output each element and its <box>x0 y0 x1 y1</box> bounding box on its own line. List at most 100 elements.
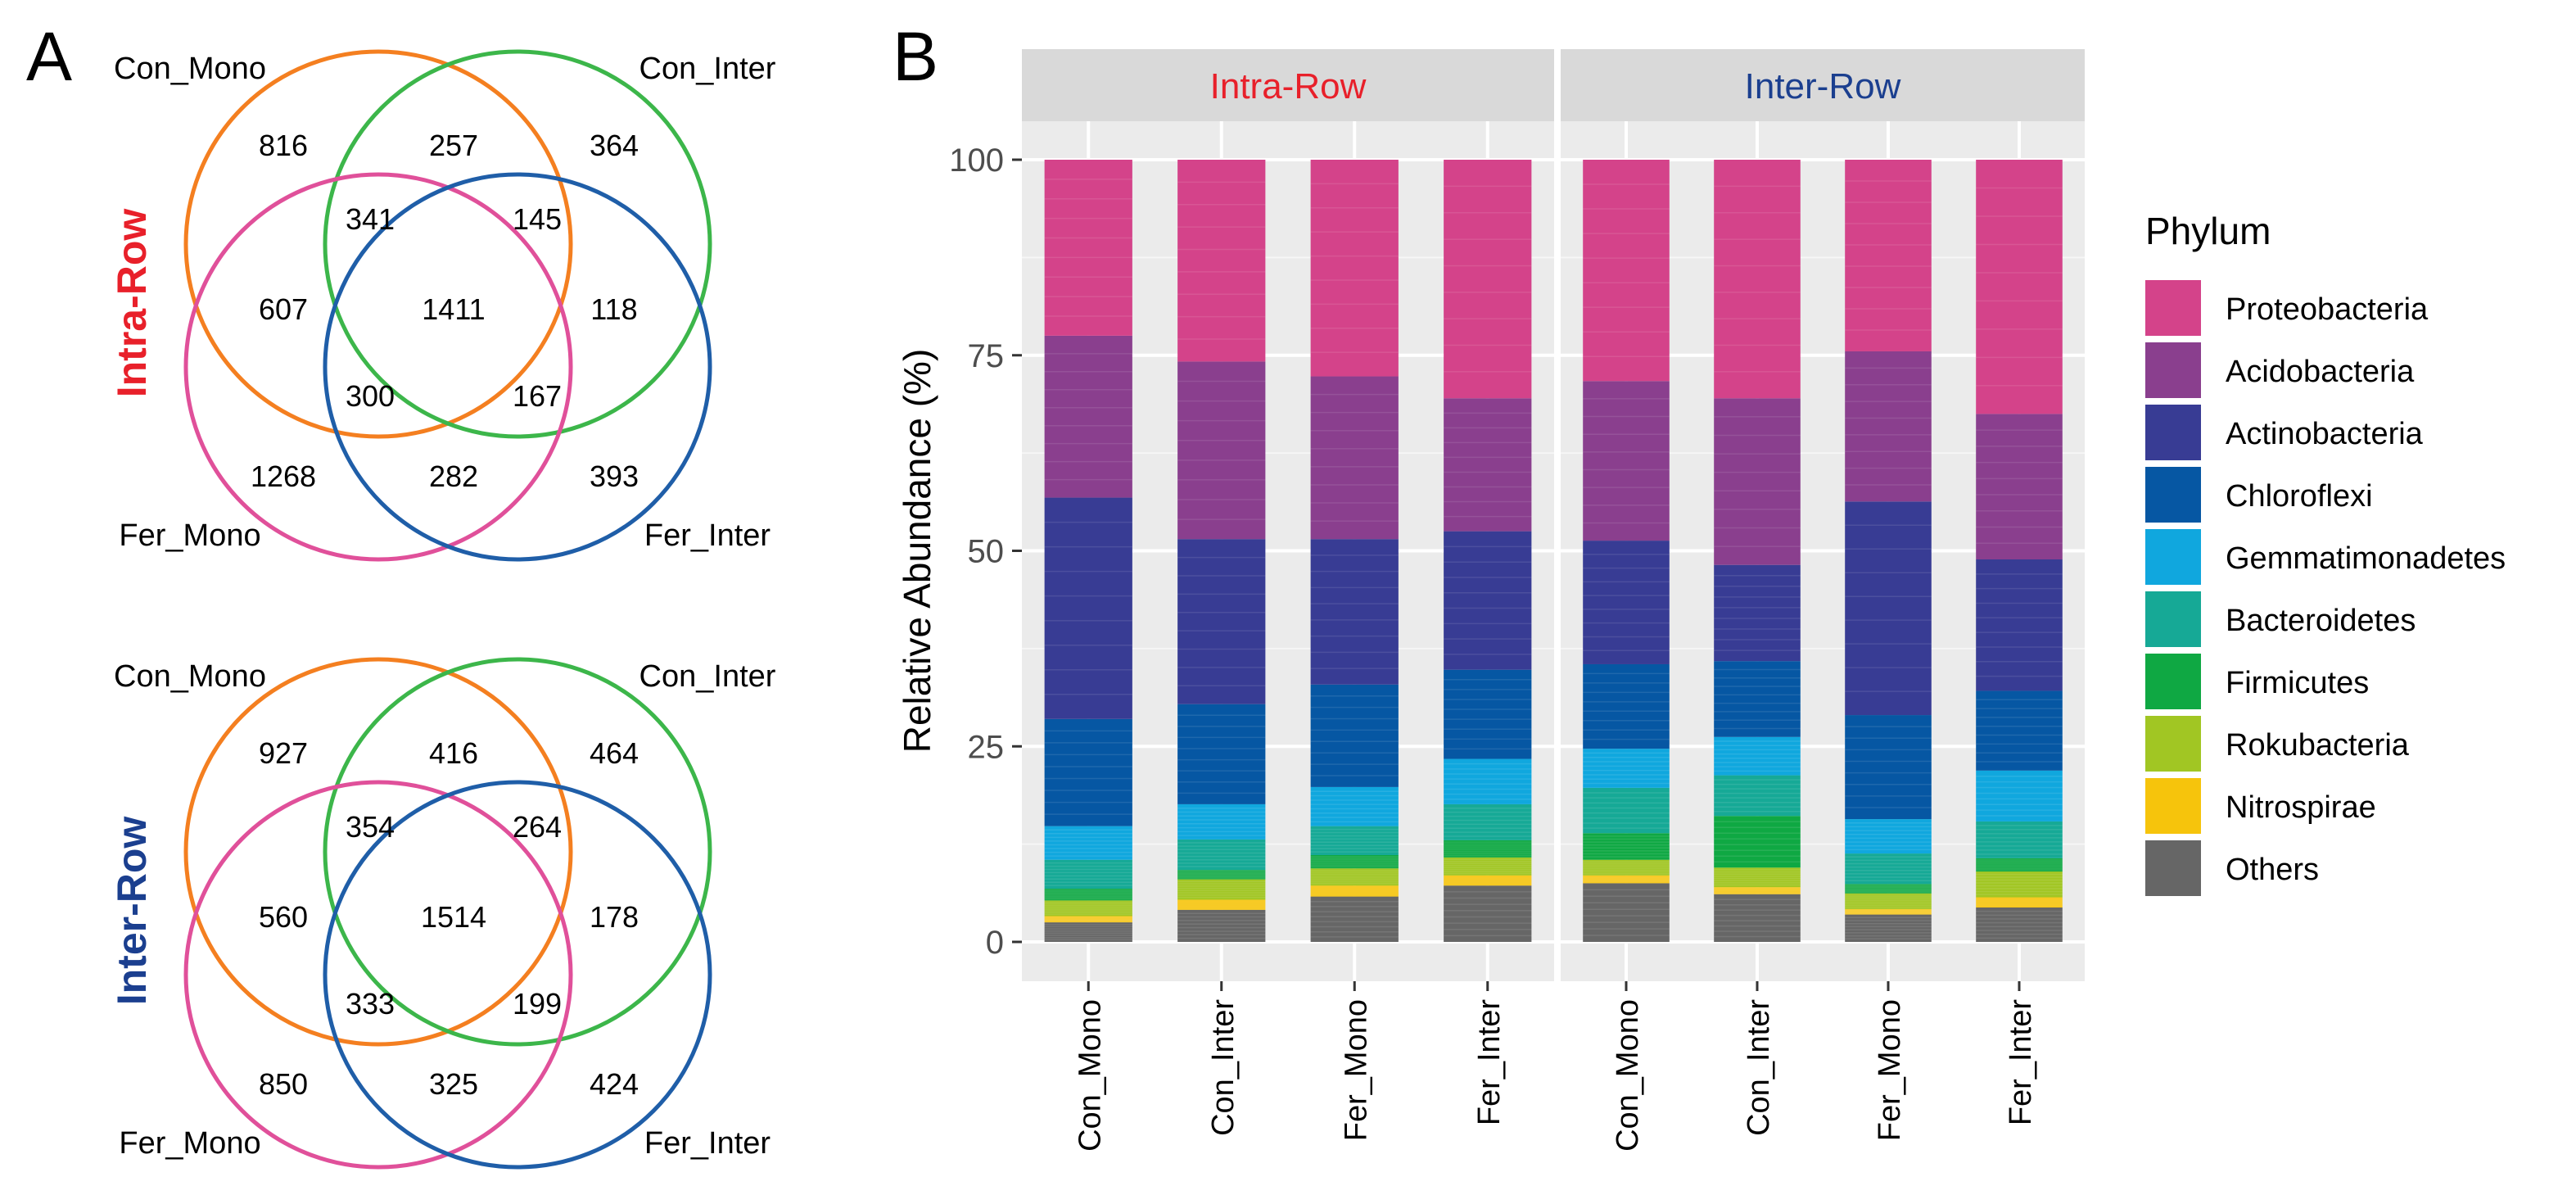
bar-segment-rokubacteria <box>1310 868 1399 886</box>
bar-segment-rokubacteria <box>1044 900 1132 917</box>
venn-intra-count: 257 <box>429 129 478 162</box>
venn-intra-count: 118 <box>590 292 637 326</box>
legend-label-actinobacteria: Actinobacteria <box>2226 417 2424 451</box>
bar-segment-firmicutes <box>1444 840 1532 858</box>
bar-segment-bacteroidetes <box>1310 826 1399 855</box>
venn-intra-con-mono-circle <box>183 49 573 439</box>
bar-segment-firmicutes <box>1976 858 2063 872</box>
venn-intra-row: Intra-Row Con_Mono Con_Inter Fer_Mono Fe… <box>109 49 776 562</box>
bar-segment-actinobacteria <box>1714 564 1801 662</box>
legend-label-gemmatimonadetes: Gemmatimonadetes <box>2226 541 2506 576</box>
bar-segment-gemmatimonadetes <box>1845 819 1932 854</box>
venn-inter-fer-mono-circle <box>183 780 573 1170</box>
bar-segment-acidobacteria <box>1714 398 1801 565</box>
bar-segment-bacteroidetes <box>1976 821 2063 858</box>
venn-inter-count: 1514 <box>421 900 486 934</box>
bar-segment-chloroflexi <box>1845 715 1932 820</box>
venn-inter-con-mono-circle <box>183 657 573 1047</box>
bar-segment-proteobacteria <box>1044 160 1132 336</box>
venn-inter-title: Inter-Row <box>109 817 155 1006</box>
legend-swatch-actinobacteria <box>2145 405 2201 460</box>
bar-segment-others <box>1976 907 2063 942</box>
venn-inter-count: 560 <box>259 900 308 934</box>
x-tick-label: Con_Mono <box>1073 999 1107 1152</box>
bar-segment-bacteroidetes <box>1177 839 1266 871</box>
bar-segment-gemmatimonadetes <box>1583 749 1670 788</box>
bar-segment-rokubacteria <box>1444 857 1532 876</box>
venn-inter-label-con-inter: Con_Inter <box>639 659 776 694</box>
bar-segment-bacteroidetes <box>1845 853 1932 885</box>
bar-segment-rokubacteria <box>1177 879 1266 900</box>
legend-swatch-firmicutes <box>2145 654 2201 709</box>
facet-strip <box>1561 49 2085 121</box>
x-tick-label: Fer_Inter <box>1472 999 1507 1126</box>
venn-inter-label-con-mono: Con_Mono <box>114 659 266 694</box>
venn-inter-count: 178 <box>590 900 639 934</box>
venn-intra-fer-inter-circle <box>323 172 712 562</box>
legend-swatch-proteobacteria <box>2145 280 2201 336</box>
bar-segment-others <box>1044 922 1132 942</box>
y-tick-label: 25 <box>968 729 1005 765</box>
legend-swatch-chloroflexi <box>2145 467 2201 523</box>
bar-segment-gemmatimonadetes <box>1310 786 1399 826</box>
venn-inter-count: 199 <box>513 987 562 1021</box>
venn-inter-label-fer-inter: Fer_Inter <box>644 1126 771 1161</box>
bar-segment-acidobacteria <box>1044 335 1132 498</box>
venn-intra-title: Intra-Row <box>109 209 155 398</box>
legend-label-acidobacteria: Acidobacteria <box>2226 355 2415 389</box>
venn-inter-label-fer-mono: Fer_Mono <box>119 1126 260 1161</box>
panel-label-a: A <box>26 18 72 95</box>
legend-swatch-acidobacteria <box>2145 342 2201 398</box>
bar-segment-actinobacteria <box>1583 541 1670 664</box>
bar-segment-rokubacteria <box>1845 893 1932 909</box>
x-tick-label: Fer_Inter <box>2004 999 2038 1126</box>
venn-inter-row: Inter-Row Con_Mono Con_Inter Fer_Mono Fe… <box>109 657 776 1170</box>
venn-intra-label-fer-inter: Fer_Inter <box>644 518 771 553</box>
venn-inter-count: 354 <box>346 810 395 844</box>
bar-segment-firmicutes <box>1310 854 1399 869</box>
bar-segment-proteobacteria <box>1976 160 2063 414</box>
bar-segment-rokubacteria <box>1976 871 2063 898</box>
bar-segment-actinobacteria <box>1976 559 2063 691</box>
venn-intra-count: 1411 <box>422 292 485 326</box>
venn-inter-count: 416 <box>429 736 478 770</box>
legend-label-bacteroidetes: Bacteroidetes <box>2226 604 2416 638</box>
bar-segment-nitrospirae <box>1177 899 1266 910</box>
venn-inter-fer-inter-circle <box>323 780 712 1170</box>
legend-label-chloroflexi: Chloroflexi <box>2226 479 2373 514</box>
bar-segment-actinobacteria <box>1177 539 1266 704</box>
x-tick-label: Fer_Mono <box>1339 999 1373 1141</box>
bar-segment-acidobacteria <box>1845 351 1932 502</box>
venn-intra-con-inter-circle <box>323 49 712 439</box>
bar-segment-rokubacteria <box>1583 859 1670 876</box>
bar-segment-others <box>1714 894 1801 942</box>
bar-segment-others <box>1583 883 1670 942</box>
venn-intra-count: 145 <box>513 202 562 236</box>
bar-segment-acidobacteria <box>1583 381 1670 541</box>
venn-intra-label-con-inter: Con_Inter <box>639 52 776 86</box>
bar-segment-acidobacteria <box>1444 398 1532 532</box>
venn-intra-count: 341 <box>346 202 395 236</box>
legend-label-rokubacteria: Rokubacteria <box>2226 728 2410 763</box>
bar-segment-chloroflexi <box>1976 690 2063 771</box>
x-tick-label: Con_Inter <box>1206 999 1241 1136</box>
bar-segment-others <box>1177 909 1266 942</box>
bar-segment-actinobacteria <box>1444 531 1532 670</box>
bar-segment-acidobacteria <box>1310 376 1399 540</box>
bar-segment-firmicutes <box>1583 833 1670 860</box>
bar-segment-nitrospirae <box>1976 897 2063 908</box>
venn-intra-count: 816 <box>259 129 308 162</box>
bar-segment-nitrospirae <box>1310 885 1399 897</box>
bar-segment-nitrospirae <box>1845 908 1932 915</box>
y-tick-label: 50 <box>968 534 1005 570</box>
legend-label-proteobacteria: Proteobacteria <box>2226 292 2429 327</box>
bar-segment-gemmatimonadetes <box>1044 826 1132 860</box>
facet-strip <box>1022 49 1554 121</box>
bar-segment-chloroflexi <box>1310 684 1399 787</box>
legend-title: Phylum <box>2145 210 2271 252</box>
venn-inter-count: 927 <box>259 736 308 770</box>
venn-intra-count: 282 <box>429 459 478 493</box>
bar-segment-proteobacteria <box>1583 160 1670 382</box>
venn-inter-count: 333 <box>346 987 395 1021</box>
bar-segment-chloroflexi <box>1444 669 1532 759</box>
